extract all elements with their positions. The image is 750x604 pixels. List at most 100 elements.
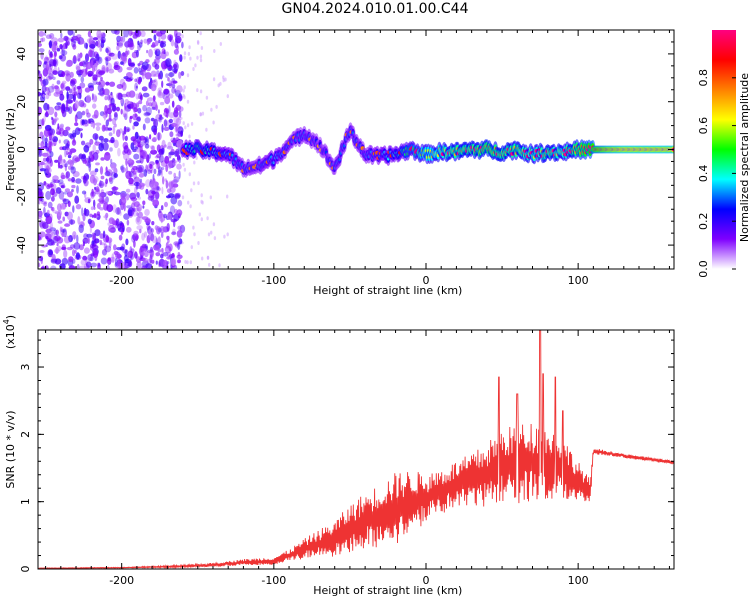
noise-speckle — [193, 160, 196, 165]
noise-speckle — [148, 48, 153, 58]
noise-speckle — [134, 78, 138, 83]
noise-speckle — [141, 247, 147, 252]
noise-speckle — [130, 168, 135, 173]
noise-speckle — [66, 91, 69, 100]
noise-speckle — [45, 147, 49, 151]
noise-speckle — [100, 175, 105, 180]
noise-speckle — [58, 127, 65, 137]
noise-speckle — [68, 236, 71, 243]
noise-speckle — [133, 153, 140, 160]
noise-speckle — [152, 136, 157, 143]
noise-speckle — [106, 204, 114, 213]
noise-speckle — [70, 166, 75, 170]
noise-speckle — [123, 125, 127, 135]
noise-speckle — [94, 254, 98, 262]
noise-speckle — [114, 30, 120, 35]
noise-speckle — [43, 202, 47, 207]
noise-speckle — [179, 130, 183, 137]
noise-speckle — [77, 216, 81, 225]
noise-speckle — [150, 149, 158, 155]
noise-speckle — [64, 163, 68, 168]
colorbar-tick-label: 0.2 — [697, 212, 710, 230]
noise-speckle — [117, 92, 123, 101]
noise-speckle — [111, 53, 118, 60]
noise-speckle — [208, 262, 211, 267]
noise-speckle — [168, 72, 175, 78]
noise-speckle — [134, 131, 139, 140]
noise-speckle — [45, 228, 52, 234]
noise-speckle — [51, 207, 55, 212]
noise-speckle — [123, 76, 129, 80]
noise-speckle — [112, 105, 117, 112]
noise-speckle — [139, 145, 143, 153]
noise-speckle — [109, 147, 113, 152]
noise-speckle — [91, 93, 94, 101]
noise-speckle — [175, 32, 182, 37]
noise-speckle — [125, 193, 130, 201]
noise-speckle — [55, 187, 62, 194]
noise-speckle — [201, 111, 205, 116]
noise-speckle — [182, 93, 185, 98]
noise-speckle — [192, 67, 195, 71]
noise-speckle — [87, 198, 91, 204]
noise-speckle — [152, 199, 160, 207]
noise-speckle — [49, 33, 55, 40]
noise-speckle — [167, 77, 170, 82]
noise-speckle — [150, 233, 155, 242]
noise-speckle — [160, 232, 164, 238]
noise-speckle — [161, 48, 166, 55]
noise-speckle — [142, 205, 145, 209]
noise-speckle — [96, 40, 101, 48]
noise-speckle — [100, 157, 105, 161]
noise-speckle — [200, 46, 204, 50]
noise-speckle — [144, 208, 150, 216]
noise-speckle — [182, 88, 185, 93]
noise-speckle — [68, 88, 73, 94]
noise-speckle — [130, 31, 137, 36]
noise-speckle — [163, 88, 170, 95]
noise-speckle — [78, 73, 82, 78]
noise-speckle — [108, 52, 115, 57]
noise-speckle — [99, 70, 106, 74]
noise-speckle — [112, 185, 117, 195]
noise-speckle — [93, 213, 97, 219]
noise-speckle — [189, 204, 192, 209]
noise-speckle — [64, 211, 69, 217]
noise-speckle — [105, 212, 109, 218]
noise-speckle — [164, 155, 170, 164]
noise-speckle — [189, 56, 192, 61]
snr-line-group — [38, 330, 674, 569]
noise-speckle — [112, 125, 116, 135]
noise-speckle — [138, 70, 144, 75]
noise-speckle — [151, 42, 156, 48]
noise-speckle — [81, 207, 84, 217]
noise-speckle — [219, 42, 222, 46]
noise-speckle — [130, 197, 138, 202]
noise-speckle — [124, 135, 128, 141]
noise-speckle — [161, 167, 165, 170]
noise-speckle — [219, 81, 222, 86]
noise-speckle — [81, 140, 86, 146]
noise-speckle — [93, 206, 96, 210]
noise-speckle — [147, 169, 151, 175]
noise-speckle — [140, 70, 147, 76]
noise-speckle — [215, 104, 218, 109]
noise-speckle — [148, 229, 151, 238]
noise-speckle — [195, 156, 198, 160]
noise-speckle — [142, 73, 145, 80]
noise-speckle — [82, 119, 88, 125]
noise-speckle — [97, 262, 101, 267]
noise-speckle — [138, 172, 145, 178]
noise-speckle — [117, 66, 123, 73]
noise-speckle — [74, 157, 81, 162]
noise-speckle — [82, 159, 88, 164]
noise-speckle — [45, 236, 49, 240]
noise-speckle — [136, 261, 142, 269]
noise-speckle — [172, 161, 177, 167]
noise-speckle — [99, 242, 106, 246]
noise-speckle — [141, 86, 148, 92]
noise-speckle — [128, 157, 132, 164]
noise-speckle — [114, 257, 118, 267]
noise-speckle — [196, 39, 200, 44]
noise-speckle — [124, 113, 128, 121]
